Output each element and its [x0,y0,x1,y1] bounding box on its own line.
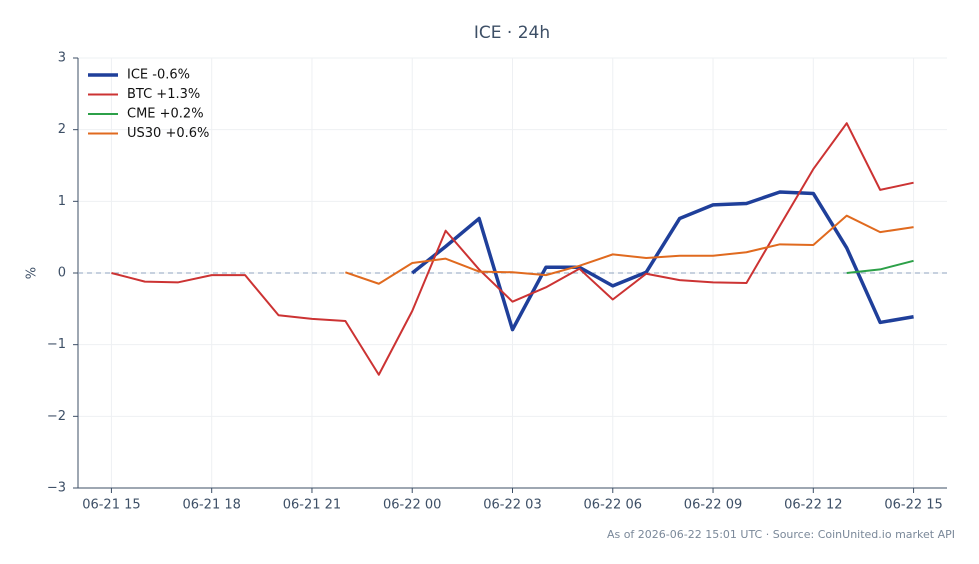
y-tick-label: 2 [58,122,66,137]
x-tick-label: 06-22 03 [483,498,541,513]
x-tick-label: 06-21 15 [82,498,140,513]
y-tick-label: 0 [58,266,66,281]
chart-title: ICE · 24h [474,23,550,43]
y-tick-label: −3 [47,481,66,496]
legend: ICE -0.6% BTC +1.3% CME +0.2% US30 +0.6% [88,68,209,141]
legend-label: CME +0.2% [127,107,204,122]
y-tick-label: 1 [58,194,66,209]
legend-label: BTC +1.3% [127,87,200,102]
line [345,214,914,285]
x-tick-label: 06-22 12 [784,498,842,513]
footnote: As of 2026-06-22 15:01 UTC · Source: Coi… [607,528,955,541]
y-tick-label: 3 [58,51,66,66]
y-tick-label: −2 [47,409,66,424]
y-axis-label: % [25,267,40,279]
x-tick-label: 06-21 18 [182,498,240,513]
legend-label: US30 +0.6% [127,126,209,141]
x-tick-label: 06-22 00 [383,498,441,513]
x-tick-label: 06-22 06 [584,498,642,513]
x-tick-label: 06-21 21 [283,498,341,513]
line [846,259,914,274]
line [411,190,914,332]
y-tick-label: −1 [47,337,66,352]
legend-label: ICE -0.6% [127,68,190,83]
x-tick-label: 06-22 15 [884,498,942,513]
x-tick-label: 06-22 09 [684,498,742,513]
line [111,122,914,376]
